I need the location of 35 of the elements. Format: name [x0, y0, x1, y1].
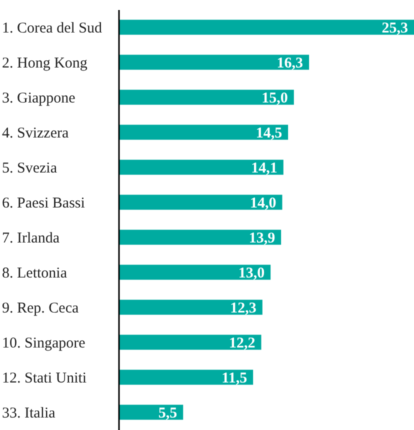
- data-label: 16,3: [276, 55, 304, 72]
- bar: [119, 90, 294, 105]
- bar: [119, 370, 254, 385]
- data-label: 15,0: [262, 90, 288, 106]
- y-tick-label: 1. Corea del Sud: [2, 20, 102, 36]
- y-tick-label: 12. Stati Uniti: [2, 370, 87, 386]
- bar: [119, 20, 414, 35]
- y-tick-label: 7. Irlanda: [2, 230, 60, 246]
- bar: [119, 194, 282, 210]
- y-tick-label: 4. Svizzera: [2, 126, 69, 142]
- y-tick-label: 33. Italia: [2, 406, 56, 422]
- data-label: 13,0: [238, 265, 265, 282]
- bar: [119, 300, 262, 315]
- y-tick-label: 10. Singapore: [2, 336, 86, 352]
- data-label: 12,2: [229, 335, 256, 352]
- data-label: 11,5: [222, 370, 248, 386]
- y-tick-label: 9. Rep. Ceca: [2, 300, 79, 316]
- y-tick-label: 3. Giappone: [2, 90, 76, 106]
- y-tick-label: 6. Paesi Bassi: [2, 196, 85, 212]
- bar: [119, 264, 271, 280]
- bar: [119, 54, 310, 70]
- bar: [119, 160, 284, 175]
- bar: [119, 124, 288, 140]
- y-tick-label: 2. Hong Kong: [2, 56, 88, 72]
- data-label: 14,0: [250, 195, 276, 212]
- bar: [119, 230, 282, 245]
- y-tick-label: 8. Lettonia: [2, 266, 68, 282]
- data-label: 13,9: [248, 230, 276, 246]
- data-label: 14,5: [256, 125, 282, 142]
- bar: [119, 334, 262, 350]
- y-tick-label: 5. Svezia: [2, 160, 58, 176]
- data-label: 14,1: [251, 160, 278, 176]
- data-label: 25,3: [382, 20, 408, 36]
- data-label: 12,3: [230, 300, 256, 316]
- data-label: 5,5: [158, 405, 178, 422]
